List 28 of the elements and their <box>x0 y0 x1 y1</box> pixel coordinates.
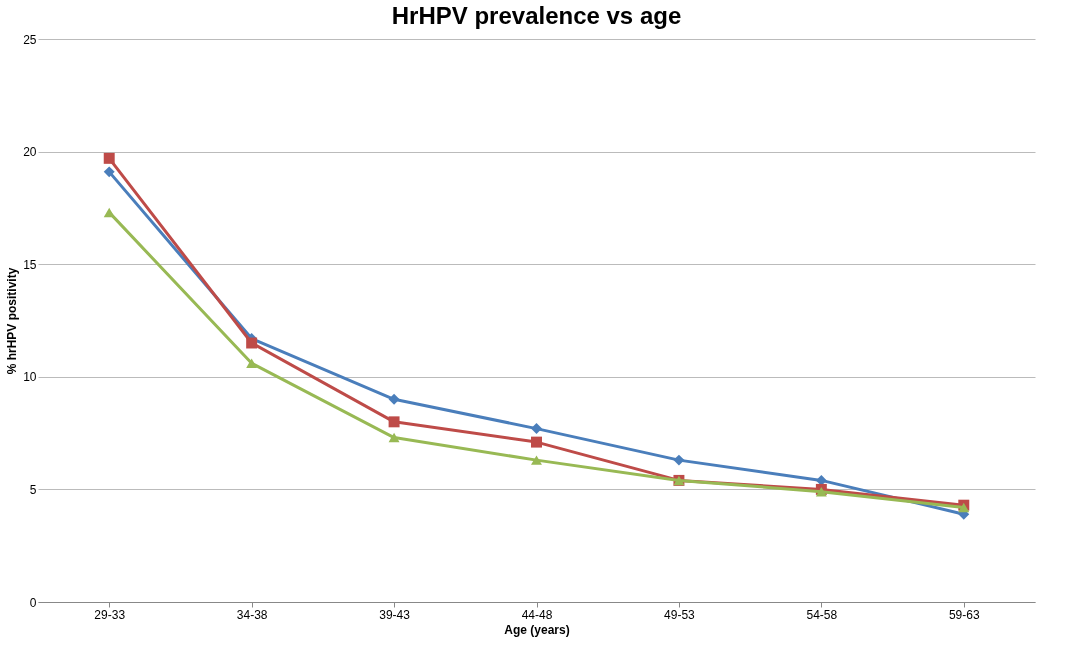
point <box>103 207 115 218</box>
point <box>246 337 258 349</box>
point <box>531 423 542 435</box>
x-tick-label: 39-43 <box>379 607 411 622</box>
x-tick-label: 34-38 <box>236 607 268 622</box>
y-axis-title: % hrHPV positivity <box>5 267 20 375</box>
y-tick-label: 5 <box>29 482 37 497</box>
point <box>673 454 685 466</box>
x-tick-label: 49-53 <box>664 607 696 622</box>
x-tick-label: 54-58 <box>806 607 838 622</box>
x-tick-label: 44-48 <box>521 607 553 622</box>
point <box>531 436 542 448</box>
point <box>103 152 115 164</box>
chart-title: HrHPV prevalence vs age <box>391 2 682 29</box>
y-tick-label: 20 <box>23 145 37 160</box>
point <box>103 166 115 178</box>
y-tick-label: 10 <box>23 370 37 385</box>
y-tick-label: 25 <box>23 32 37 47</box>
point <box>388 393 400 405</box>
point <box>531 455 542 465</box>
y-tick-label: 0 <box>29 595 37 610</box>
point <box>388 432 400 443</box>
point <box>388 416 400 428</box>
x-axis-title: Age (years) <box>504 622 570 637</box>
x-tick-label: 29-33 <box>94 607 126 622</box>
point <box>246 358 258 369</box>
y-tick-label: 15 <box>23 257 37 272</box>
x-tick-label: 59-63 <box>948 607 980 622</box>
